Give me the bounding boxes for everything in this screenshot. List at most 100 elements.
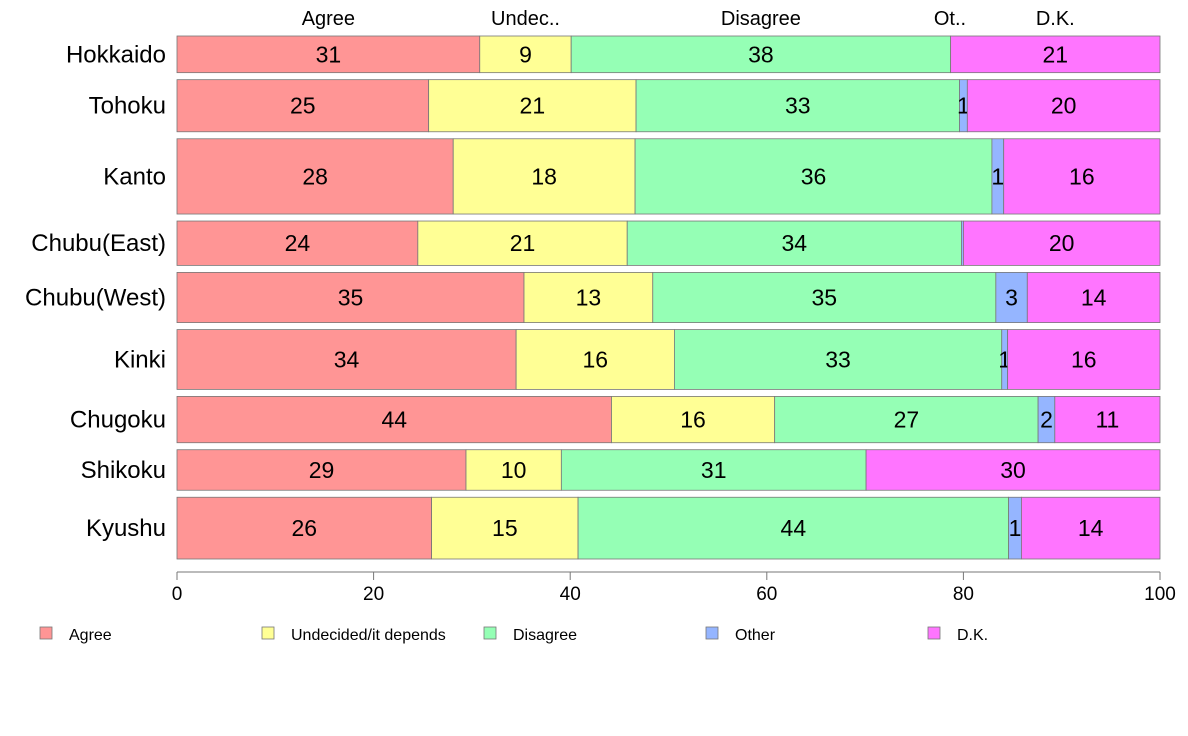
data-label: 10 — [501, 457, 527, 483]
bar-segment-disagree — [570, 35, 952, 74]
data-label: 20 — [1049, 230, 1075, 256]
category-label: Chubu(West) — [25, 285, 166, 312]
bar-segment-d-k — [1026, 272, 1161, 323]
bar-segment-disagree — [774, 396, 1039, 444]
data-label: 24 — [285, 230, 311, 256]
data-label: 35 — [338, 285, 364, 311]
bar-row-hokkaido: Hokkaido 31 9 38 21 — [66, 35, 1161, 74]
data-label: 33 — [825, 346, 851, 372]
legend-swatch — [261, 626, 275, 640]
header-label-agree: Agree — [302, 8, 355, 30]
data-label: 26 — [292, 515, 318, 541]
x-tick-label: 0 — [172, 584, 183, 605]
legend-label: Disagree — [513, 627, 577, 644]
category-label: Chubu(East) — [31, 230, 166, 257]
header-label-undec: Undec.. — [491, 8, 560, 30]
bar-segment-d-k — [1020, 496, 1161, 560]
data-label: 33 — [785, 93, 811, 119]
category-label: Kinki — [114, 346, 166, 373]
bar-segment-undecided-it-depends — [428, 79, 637, 133]
bar-segment-undecided-it-depends — [479, 35, 572, 74]
bar-segment-undecided-it-depends — [515, 329, 675, 390]
bar-row-chubu-west: Chubu(West) 35 13 35 3 14 — [25, 272, 1161, 323]
data-label: 28 — [302, 163, 328, 189]
bar-segment-other — [995, 272, 1028, 323]
bar-segment-undecided-it-depends — [452, 138, 636, 215]
data-label: 14 — [1078, 515, 1104, 541]
x-tick-label: 60 — [756, 584, 777, 605]
bar-segment-agree — [176, 496, 432, 560]
bar-row-shikoku: Shikoku 29 10 31 30 — [81, 449, 1161, 491]
bar-segment-d-k — [1054, 396, 1161, 444]
data-label: 2 — [1040, 407, 1053, 433]
bar-row-chubu-east: Chubu(East) 24 21 34 20 — [31, 220, 1161, 266]
data-label: 13 — [576, 285, 602, 311]
category-label: Tohoku — [89, 93, 166, 120]
legend-item-d-k: D.K. — [927, 626, 988, 644]
legend-swatch — [483, 626, 497, 640]
bar-segment-disagree — [673, 329, 1003, 390]
bar-segment-undecided-it-depends — [417, 220, 628, 266]
x-tick-label: 40 — [560, 584, 581, 605]
bar-segment-agree — [176, 329, 517, 390]
legend-swatch — [705, 626, 719, 640]
bar-segment-agree — [176, 396, 612, 444]
data-label: 25 — [290, 93, 316, 119]
data-label: 35 — [812, 285, 838, 311]
data-label: 1 — [991, 163, 1004, 189]
bar-row-kinki: Kinki 34 16 33 1 16 — [114, 329, 1161, 390]
bar-segment-agree — [176, 79, 430, 133]
data-label: 16 — [582, 346, 608, 372]
legend-swatch — [927, 626, 941, 640]
bar-segment-agree — [176, 35, 481, 74]
legend-label: Other — [735, 627, 776, 644]
legend-label: Agree — [69, 627, 112, 644]
bar-segment-undecided-it-depends — [465, 449, 562, 491]
legend-item-other: Other — [705, 626, 776, 644]
category-label: Kanto — [103, 163, 166, 190]
bar-segment-disagree — [560, 449, 867, 491]
bar-segment-d-k — [966, 79, 1161, 133]
legend-label: Undecided/it depends — [291, 627, 446, 644]
data-label: 9 — [519, 41, 532, 67]
data-label: 1 — [1009, 515, 1022, 541]
x-tick-label: 100 — [1144, 584, 1176, 605]
category-label: Chugoku — [70, 407, 166, 434]
data-label: 16 — [1069, 163, 1095, 189]
data-label: 11 — [1095, 407, 1119, 433]
data-label: 36 — [801, 163, 827, 189]
category-label: Kyushu — [86, 515, 166, 542]
data-label: 21 — [1043, 41, 1069, 67]
data-label: 31 — [701, 457, 727, 483]
x-axis: 0 20 40 60 80 100 — [172, 571, 1176, 605]
bar-segment-undecided-it-depends — [431, 496, 579, 560]
data-label: 21 — [520, 93, 546, 119]
legend-item-undecided-it-depends: Undecided/it depends — [261, 626, 446, 644]
data-label: 44 — [781, 515, 807, 541]
legend-item-disagree: Disagree — [483, 626, 577, 644]
bar-segment-d-k — [963, 220, 1161, 266]
data-label: 15 — [492, 515, 518, 541]
bar-segment-disagree — [635, 79, 960, 133]
bar-segment-agree — [176, 272, 525, 323]
bar-segment-undecided-it-depends — [523, 272, 654, 323]
legend-label: D.K. — [957, 627, 988, 644]
bar-segment-d-k — [1003, 138, 1161, 215]
data-label: 16 — [680, 407, 706, 433]
x-tick-label: 80 — [953, 584, 974, 605]
bar-segment-disagree — [577, 496, 1010, 560]
bar-segment-d-k — [865, 449, 1161, 491]
data-label: 21 — [510, 230, 536, 256]
bar-segment-disagree — [626, 220, 962, 266]
header-label-d-k: D.K. — [1036, 8, 1075, 30]
data-label: 3 — [1005, 285, 1018, 311]
header-label-ot: Ot.. — [934, 8, 966, 30]
segment-header-labels: Agree Undec.. Disagree Ot.. D.K. — [302, 8, 1075, 30]
data-label: 14 — [1081, 285, 1107, 311]
bar-row-tohoku: Tohoku 25 21 33 1 20 — [89, 79, 1161, 133]
category-label: Shikoku — [81, 457, 166, 484]
data-label: 20 — [1051, 93, 1077, 119]
data-label: 44 — [381, 407, 407, 433]
